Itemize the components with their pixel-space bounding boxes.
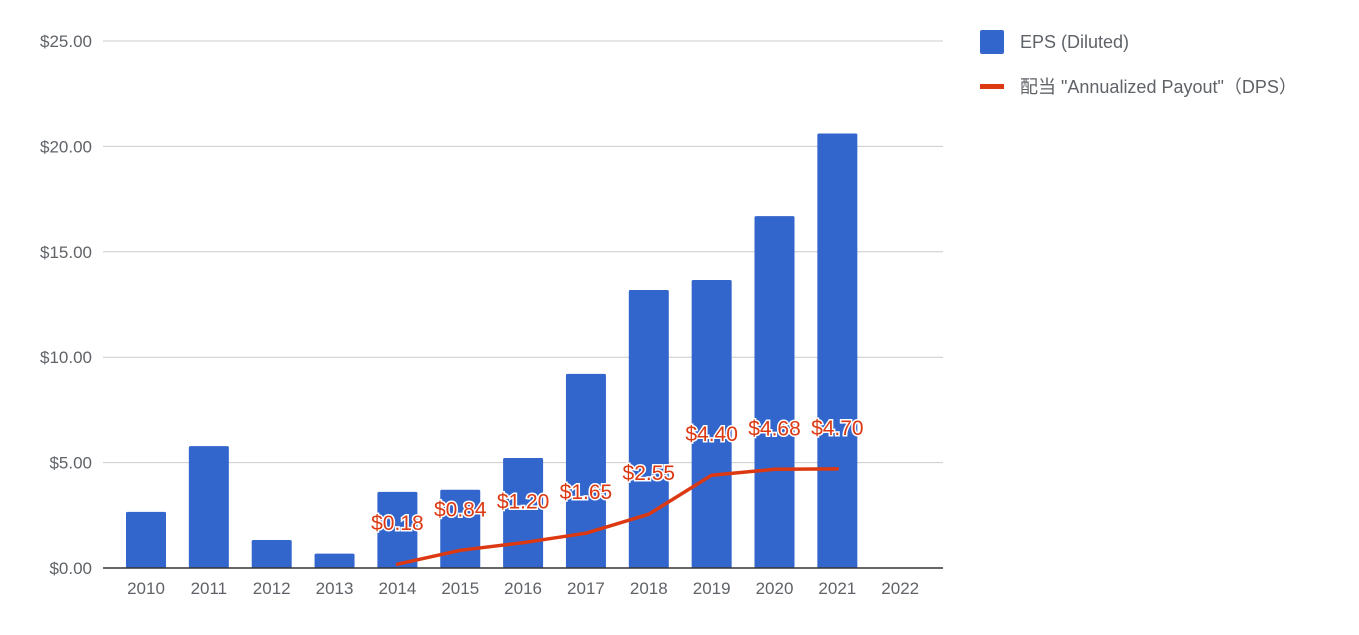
x-tick-label: 2021 <box>818 579 856 598</box>
legend-label-eps: EPS (Diluted) <box>1020 31 1130 52</box>
legend-item-dps: 配当 "Annualized Payout"（DPS） <box>980 72 1297 100</box>
eps-bar <box>251 539 292 568</box>
x-tick-label: 2011 <box>191 579 228 598</box>
dps-data-label: $0.18 <box>371 512 424 535</box>
x-tick-label: 2012 <box>253 579 291 598</box>
x-tick-label: 2014 <box>378 579 416 598</box>
x-tick-label: 2022 <box>881 579 919 598</box>
x-tick-label: 2010 <box>127 579 165 598</box>
dps-data-label: $2.55 <box>623 462 676 485</box>
y-tick-label: $0.00 <box>49 559 92 578</box>
eps-bar <box>691 280 732 568</box>
x-tick-label: 2019 <box>693 579 731 598</box>
eps-bar <box>126 511 166 568</box>
dps-data-label: $4.68 <box>748 417 801 440</box>
eps-bar <box>188 446 229 568</box>
eps-bar <box>817 133 858 568</box>
legend-item-eps: EPS (Diluted) <box>980 28 1297 56</box>
eps-bar <box>754 216 795 568</box>
x-tick-label: 2016 <box>504 579 542 598</box>
x-tick-label: 2015 <box>441 579 479 598</box>
dps-data-label: $4.40 <box>685 423 738 446</box>
dps-data-label: $0.84 <box>434 498 487 521</box>
dps-line <box>395 467 840 566</box>
legend-swatch-eps <box>980 30 1004 54</box>
dps-data-label: $1.20 <box>497 491 550 514</box>
dps-data-label: $1.65 <box>560 481 613 504</box>
dps-data-label: $4.70 <box>811 417 864 440</box>
x-tick-label: 2017 <box>567 579 605 598</box>
y-tick-label: $20.00 <box>40 137 92 156</box>
y-tick-label: $10.00 <box>40 348 92 367</box>
eps-bar <box>565 373 606 568</box>
y-tick-label: $15.00 <box>40 243 92 262</box>
eps-bar <box>314 553 355 568</box>
eps-bar <box>628 289 669 568</box>
legend: EPS (Diluted) 配当 "Annualized Payout"（DPS… <box>980 28 1297 116</box>
x-tick-label: 2018 <box>630 579 668 598</box>
legend-swatch-dps <box>980 83 1004 89</box>
y-tick-label: $5.00 <box>49 454 92 473</box>
y-tick-label: $25.00 <box>40 32 92 51</box>
x-tick-label: 2020 <box>756 579 794 598</box>
x-tick-label: 2013 <box>316 579 354 598</box>
eps-bar <box>377 491 418 568</box>
legend-label-dps: 配当 "Annualized Payout"（DPS） <box>1020 77 1297 97</box>
